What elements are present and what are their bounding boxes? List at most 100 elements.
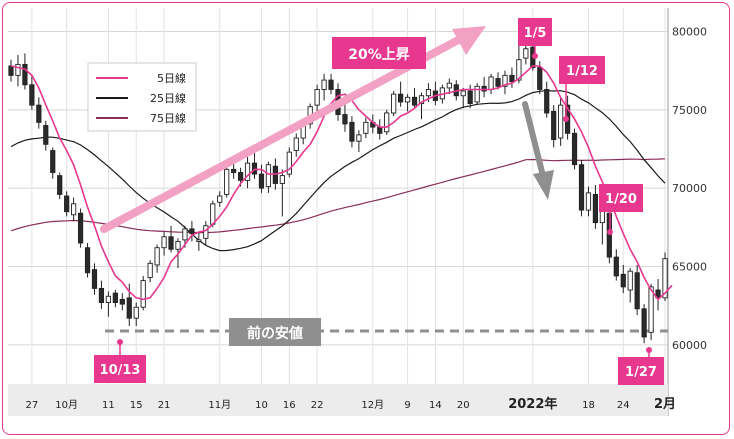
candle-body <box>314 89 320 106</box>
previous-low-label-box <box>229 318 321 346</box>
candle-body <box>634 272 640 310</box>
candle-body <box>509 74 515 83</box>
candle <box>509 67 515 88</box>
x-tick-label: 10月 <box>55 399 78 411</box>
callout-1-12-box <box>559 56 605 84</box>
candle <box>634 264 640 316</box>
callout-10-13: 10/13 <box>94 339 146 383</box>
callout-1-5-box <box>518 18 552 46</box>
x-tick-label: 14 <box>429 400 442 411</box>
candle-body <box>43 125 49 145</box>
x-axis-band <box>8 384 668 416</box>
candle-body <box>29 84 35 106</box>
candle <box>84 243 91 278</box>
candle-body <box>641 308 647 338</box>
candle <box>446 78 452 95</box>
candle-body <box>293 137 299 152</box>
candle-body <box>544 89 550 114</box>
candle <box>551 105 557 148</box>
y-tick-label: 70000 <box>672 182 707 195</box>
candle <box>328 73 334 95</box>
candle-body <box>474 85 480 103</box>
candle <box>384 109 390 135</box>
candle-body <box>154 247 160 266</box>
candle-body <box>244 162 251 181</box>
candle-body <box>391 93 397 114</box>
candle <box>147 260 153 283</box>
candle <box>203 221 209 245</box>
uptrend-arrow <box>100 26 486 233</box>
candle-body <box>495 78 501 87</box>
y-tick-label: 65000 <box>672 261 707 274</box>
callout-1-27-text: 1/27 <box>625 365 657 380</box>
candle-body <box>404 96 411 103</box>
candle <box>544 81 550 118</box>
uptrend-arrow-shaft <box>100 34 466 233</box>
callout-1-5-dot <box>532 53 538 59</box>
candle-body <box>488 76 494 90</box>
candle <box>71 197 77 222</box>
callout-10-13-text: 10/13 <box>100 363 141 378</box>
x-tick-label: 22 <box>311 400 324 411</box>
candle-body <box>467 90 473 105</box>
x-tick-label: 11 <box>102 400 115 411</box>
candle-body <box>126 297 132 319</box>
candle-body <box>98 287 105 303</box>
candle-body <box>321 79 327 90</box>
candle <box>342 102 348 132</box>
candle-body <box>265 164 272 188</box>
ma75-line <box>10 158 666 234</box>
candle <box>377 119 383 140</box>
uptrend-label-text: 20%上昇 <box>348 47 410 63</box>
candle <box>391 91 397 117</box>
candle-body <box>551 110 557 141</box>
callout-1-27: 1/27 <box>618 347 664 385</box>
candle-body <box>571 132 578 166</box>
candle <box>133 302 139 327</box>
candle <box>15 55 21 87</box>
candle <box>474 83 480 106</box>
candle-body <box>279 175 285 184</box>
candle <box>523 42 529 65</box>
candle-body <box>418 95 425 105</box>
candle-body <box>119 298 125 305</box>
legend-label-ma25: 25日線 <box>150 91 186 105</box>
candle-body <box>377 126 383 134</box>
x-tick-label: 15 <box>130 400 143 411</box>
candle-body <box>217 195 223 203</box>
candle-body <box>648 286 654 333</box>
candle-body <box>425 89 432 97</box>
candle-body <box>558 104 564 139</box>
candle-body <box>592 193 599 224</box>
candle-body <box>231 168 237 173</box>
candle-body <box>182 228 188 241</box>
callout-1-5: 1/5 <box>518 18 552 59</box>
x-tick-label: 12月 <box>361 399 384 411</box>
previous-low-label-text: 前の安値 <box>247 325 303 342</box>
candle <box>140 275 146 311</box>
x-tick-label: 9 <box>404 400 410 411</box>
candle-body <box>523 48 529 59</box>
candle-body <box>22 63 28 86</box>
candle-body <box>91 269 98 289</box>
candle-body <box>140 280 146 308</box>
candle-body <box>620 273 626 288</box>
candle-body <box>411 96 418 106</box>
candle <box>22 53 28 90</box>
candle <box>585 186 592 217</box>
candle-body <box>8 65 14 76</box>
candle <box>467 84 473 109</box>
candle-body <box>105 295 112 303</box>
candle <box>411 87 418 109</box>
candle <box>98 280 105 309</box>
candle <box>321 73 327 101</box>
candle-body <box>516 59 522 81</box>
candle <box>119 293 125 311</box>
candle-body <box>57 175 63 195</box>
candle-body <box>286 151 292 175</box>
uptrend-label: 20%上昇 <box>332 37 426 69</box>
candle <box>314 84 320 113</box>
candle-body <box>175 240 181 250</box>
candle-body <box>71 203 77 216</box>
